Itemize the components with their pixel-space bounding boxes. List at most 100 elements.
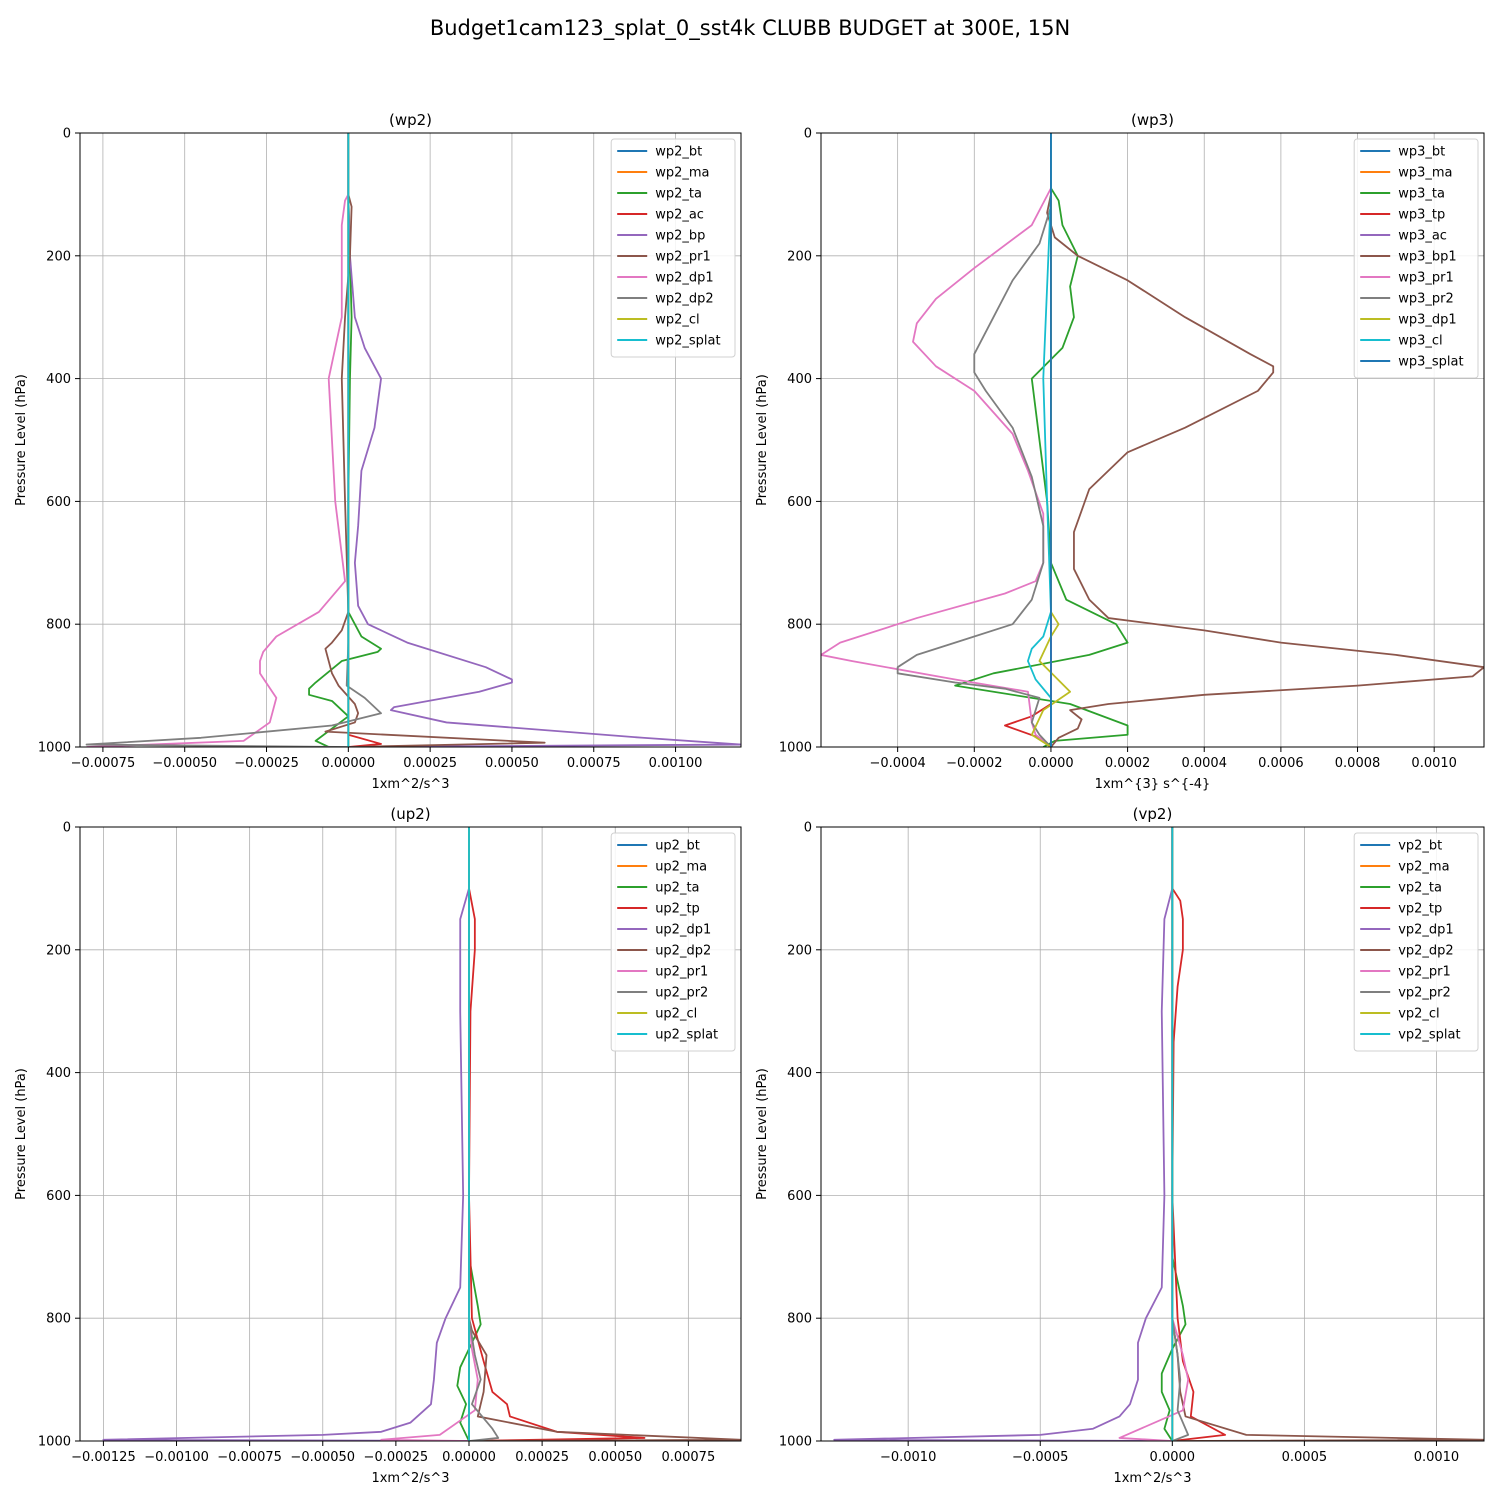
legend-label: wp3_splat [1398, 355, 1463, 370]
y-axis-label: Pressure Level (hPa) [14, 1068, 29, 1200]
legend-label: wp3_bp1 [1398, 250, 1456, 265]
legend-label: vp2_pr1 [1398, 965, 1451, 980]
y-tick-label: 800 [787, 618, 812, 633]
x-tick-label: −0.0010 [880, 1450, 936, 1465]
y-tick-label: 0 [63, 821, 71, 836]
x-tick-label: 0.0006 [1258, 756, 1304, 771]
legend-label: wp2_splat [655, 334, 720, 349]
legend-label: wp2_cl [655, 313, 699, 328]
series-line-wp2_ta [308, 133, 382, 747]
legend-label: wp2_ac [655, 208, 704, 223]
legend-label: wp2_dp2 [655, 292, 713, 307]
plot-frame [79, 826, 742, 1442]
series-group [85, 133, 741, 747]
x-tick-label: 0.0010 [1414, 1450, 1460, 1465]
legend-label: wp2_pr1 [655, 250, 711, 265]
x-tick-label: 0.0000 [1028, 756, 1074, 771]
x-tick-label: −0.00050 [290, 1450, 355, 1465]
series-group [833, 827, 1484, 1441]
x-tick-label: −0.0002 [946, 756, 1002, 771]
y-tick-label: 1000 [779, 741, 812, 756]
y-tick-label: 400 [46, 372, 71, 387]
legend-label: up2_dp1 [655, 923, 711, 938]
y-tick-label: 1000 [779, 1435, 812, 1450]
legend-label: wp2_bt [655, 145, 702, 160]
y-tick-label: 600 [787, 495, 812, 510]
plot-frame [820, 826, 1485, 1442]
legend-label: vp2_pr2 [1398, 986, 1451, 1001]
x-tick-label: 0.00050 [588, 1450, 642, 1465]
legend-label: up2_tp [655, 902, 700, 917]
y-axis-label: Pressure Level (hPa) [755, 1068, 770, 1200]
legend: up2_bt up2_ma up2_ta up2_tp up2_dp1 up2_dp2up… [610, 832, 736, 1052]
series-line-wp3_pr2 [896, 133, 1052, 747]
y-tick-label: 800 [787, 1312, 812, 1327]
x-tick-label: 0.0002 [1105, 756, 1151, 771]
y-tick-label: 200 [46, 943, 71, 958]
y-axis-label: Pressure Level (hPa) [755, 374, 770, 506]
series-line-wp3_bp1 [1046, 133, 1484, 747]
x-tick-label: −0.00075 [217, 1450, 282, 1465]
legend: vp2_bt vp2_ma vp2_ta vp2_tp vp2_dp1 vp2_dp2vp… [1353, 832, 1479, 1052]
x-tick-label: 0.0004 [1181, 756, 1227, 771]
x-axis-label: 1xm^2/s^3 [1113, 1471, 1191, 1486]
series-line-wp2_dp1 [86, 133, 350, 747]
panel-title: (wp3) [1131, 111, 1174, 129]
legend-label: vp2_bt [1398, 839, 1442, 854]
series-group [821, 133, 1484, 747]
x-axis-label: 1xm^2/s^3 [371, 777, 449, 792]
legend-label: up2_bt [655, 839, 700, 854]
series-line-wp2_pr1 [324, 133, 546, 747]
y-tick-label: 400 [46, 1066, 71, 1081]
y-tick-label: 400 [787, 372, 812, 387]
legend-label: wp3_ta [1398, 187, 1445, 202]
x-tick-label: −0.00025 [234, 756, 299, 771]
legend-label: vp2_tp [1398, 902, 1442, 917]
legend-label: up2_dp2 [655, 944, 711, 959]
legend-label: wp2_ta [655, 187, 702, 202]
y-tick-label: 1000 [38, 1435, 71, 1450]
x-tick-label: −0.00100 [144, 1450, 209, 1465]
series-line-wp3_tp [1004, 133, 1052, 747]
y-tick-label: 600 [787, 1189, 812, 1204]
x-tick-label: −0.0004 [869, 756, 925, 771]
x-tick-label: −0.0005 [1012, 1450, 1068, 1465]
legend-label: wp3_ma [1398, 166, 1452, 181]
x-tick-label: −0.00075 [71, 756, 136, 771]
legend-label: wp2_ma [655, 166, 709, 181]
legend-label: up2_ta [655, 881, 699, 896]
legend-label: wp2_bp [655, 229, 705, 244]
y-tick-label: 0 [63, 127, 71, 142]
legend-label: up2_pr1 [655, 965, 708, 980]
legend-label: wp2_dp1 [655, 271, 713, 286]
plot-frame [79, 132, 742, 748]
x-axis-label: 1xm^2/s^3 [371, 1471, 449, 1486]
x-tick-label: 0.00075 [661, 1450, 715, 1465]
series-line-wp2_bp [347, 133, 741, 747]
legend-label: up2_splat [655, 1028, 718, 1043]
y-tick-label: 800 [46, 1312, 71, 1327]
legend-label: up2_cl [655, 1007, 697, 1022]
legend-label: vp2_ta [1398, 881, 1442, 896]
legend-label: wp3_pr2 [1398, 292, 1454, 307]
series-line-up2_ta [456, 827, 482, 1441]
series-line-up2_pr2 [468, 827, 500, 1441]
legend-label: wp3_bt [1398, 145, 1445, 160]
panel-title: (up2) [390, 805, 430, 823]
x-tick-label: 0.00000 [321, 756, 375, 771]
x-tick-label: −0.00125 [71, 1450, 136, 1465]
chart-up2: −0.00125 −0.00100 −0.00075 −0.00050 −0.00025… [14, 805, 742, 1486]
legend-label: wp3_cl [1398, 334, 1442, 349]
x-tick-label: 0.0010 [1411, 756, 1457, 771]
series-line-vp2_ta [1160, 827, 1187, 1441]
x-tick-label: 0.00025 [403, 756, 457, 771]
legend: wp2_bt wp2_ma wp2_ta wp2_ac wp2_bp wp2_pr1 wp2… [610, 138, 736, 358]
x-tick-label: 0.0008 [1335, 756, 1381, 771]
x-tick-label: 0.00000 [442, 1450, 496, 1465]
y-axis-label: Pressure Level (hPa) [14, 374, 29, 506]
legend-label: up2_pr2 [655, 986, 708, 1001]
panel-title: (vp2) [1133, 805, 1173, 823]
x-tick-label: −0.00025 [364, 1450, 429, 1465]
y-tick-label: 200 [787, 249, 812, 264]
